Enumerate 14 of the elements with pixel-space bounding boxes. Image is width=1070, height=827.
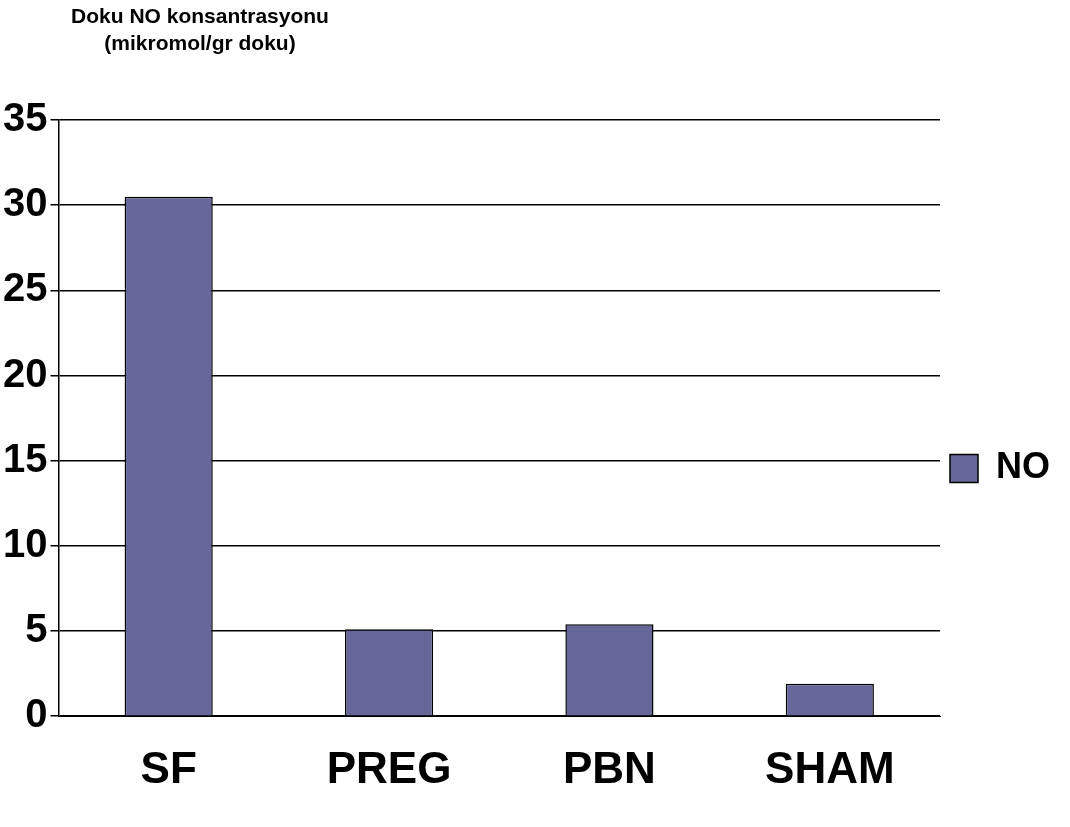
x-tick-label: SHAM <box>765 742 895 792</box>
y-tick-label: 0 <box>25 691 48 736</box>
y-tick-label: 10 <box>2 520 48 565</box>
y-tick-label: 15 <box>2 435 48 480</box>
y-tick-label: 35 <box>2 95 48 140</box>
x-tick-label: PREG <box>326 742 452 792</box>
x-tick-label: SF <box>140 742 197 792</box>
y-tick-label: 30 <box>2 180 48 225</box>
y-tick-label: 25 <box>2 265 48 310</box>
y-tick-label: 5 <box>25 606 48 651</box>
legend-label: NO <box>996 445 1050 487</box>
x-tick-label: PBN <box>562 742 656 792</box>
y-axis-title: Doku NO konsantrasyonu (mikromol/gr doku) <box>70 3 330 56</box>
y-tick-label: 20 <box>2 350 48 395</box>
